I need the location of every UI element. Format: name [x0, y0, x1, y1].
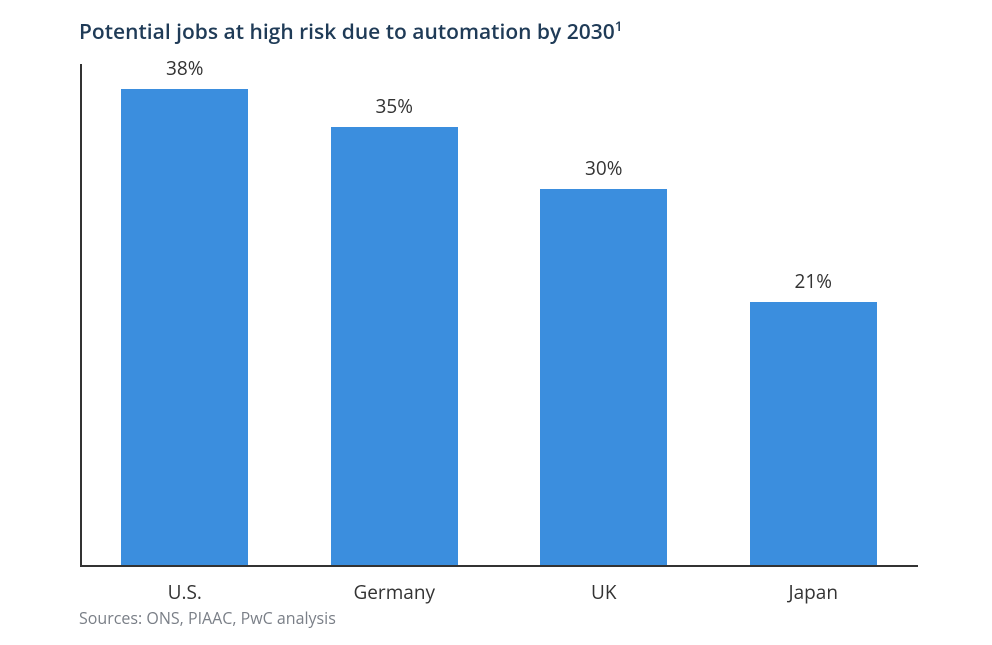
bar-slot: 21% — [709, 268, 919, 565]
bar-value-label: 35% — [376, 93, 413, 119]
bar-value-label: 38% — [166, 55, 203, 81]
bar-slot: 30% — [499, 155, 709, 565]
bar-value-label: 30% — [585, 155, 622, 181]
bar-rect — [750, 302, 877, 565]
chart-title: Potential jobs at high risk due to autom… — [79, 18, 623, 46]
x-axis-label: Germany — [290, 579, 500, 605]
source-citation: Sources: ONS, PIAAC, PwC analysis — [79, 607, 336, 629]
chart-container: Potential jobs at high risk due to autom… — [0, 0, 992, 645]
bar-rect — [540, 189, 667, 565]
y-axis-line — [80, 64, 82, 567]
bar-rect — [331, 127, 458, 565]
x-axis-labels: U.S.GermanyUKJapan — [80, 579, 918, 605]
bars-group: 38%35%30%21% — [80, 64, 918, 567]
x-axis-line — [80, 565, 918, 567]
bar-value-label: 21% — [795, 268, 832, 294]
chart-title-text: Potential jobs at high risk due to autom… — [79, 18, 615, 46]
x-axis-label: UK — [499, 579, 709, 605]
bar-slot: 38% — [80, 55, 290, 565]
bar-rect — [121, 89, 248, 565]
x-axis-label: U.S. — [80, 579, 290, 605]
plot-area: 38%35%30%21% U.S.GermanyUKJapan — [80, 64, 918, 567]
chart-title-superscript: 1 — [615, 16, 623, 35]
bar-slot: 35% — [290, 93, 500, 565]
x-axis-label: Japan — [709, 579, 919, 605]
